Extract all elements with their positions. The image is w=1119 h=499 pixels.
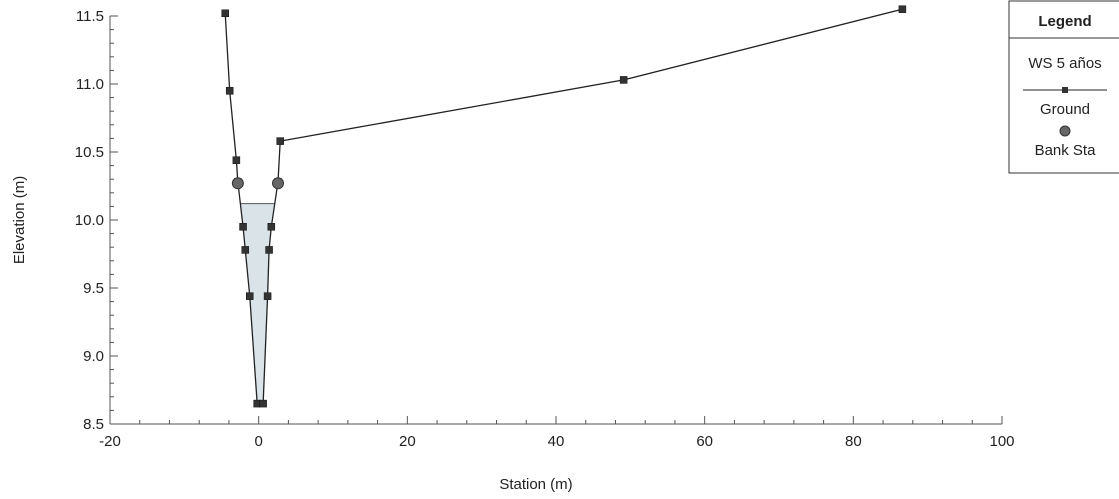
ground-line [224, 8, 903, 405]
y-axis-title: Elevation (m) [11, 176, 28, 264]
ground-point [267, 223, 276, 231]
x-tick-label: -20 [99, 433, 121, 450]
y-tick-label: 10.5 [75, 144, 104, 161]
ground-point [221, 9, 229, 18]
x-tick-label: 80 [845, 433, 862, 450]
legend: Legend WS 5 años Ground Bank Sta [1008, 0, 1119, 174]
legend-bank-marker [1059, 125, 1071, 137]
ground-point [276, 137, 284, 145]
y-tick-label: 11.5 [76, 8, 104, 25]
x-axis-title: Station (m) [499, 476, 572, 493]
y-tick-label: 10.0 [75, 212, 104, 229]
x-tick-label: 60 [696, 433, 713, 450]
ground-point [259, 399, 267, 408]
legend-entry-bank: Bank Sta [1035, 142, 1097, 159]
bank-station-series [231, 177, 284, 190]
x-tick-label: 100 [989, 433, 1014, 450]
ground-point [245, 292, 254, 300]
x-tick-label: 40 [548, 433, 565, 450]
water-surface-area [240, 203, 275, 404]
x-ticks: -20 0 20 40 60 80 100 [99, 416, 1015, 450]
y-tick-label: 9.5 [83, 280, 104, 297]
y-tick-label: 9.0 [83, 348, 104, 365]
x-tick-label: 20 [399, 433, 416, 450]
y-tick-label: 8.5 [83, 416, 104, 433]
water-surface-layer [240, 203, 275, 404]
bank-station-point [231, 177, 244, 190]
ground-point [225, 87, 234, 95]
ground-point [898, 5, 907, 13]
y-tick-label: 11.0 [76, 76, 104, 93]
ground-point [265, 246, 273, 254]
ground-series [221, 5, 907, 408]
ground-point [239, 223, 247, 231]
legend-title: Legend [1038, 13, 1091, 30]
ground-point [241, 246, 250, 254]
x-tick-label: 0 [254, 433, 262, 450]
legend-entry-ground: Ground [1040, 101, 1090, 118]
legend-entry-ws: WS 5 años [1028, 55, 1101, 72]
ground-point [619, 76, 628, 84]
y-ticks: 8.5 9.0 9.5 10.0 10.5 11.0 11.5 [75, 8, 118, 433]
ground-point [232, 156, 241, 164]
legend-ground-marker [1062, 87, 1068, 93]
bank-station-point [271, 177, 284, 190]
ground-point [263, 292, 272, 300]
